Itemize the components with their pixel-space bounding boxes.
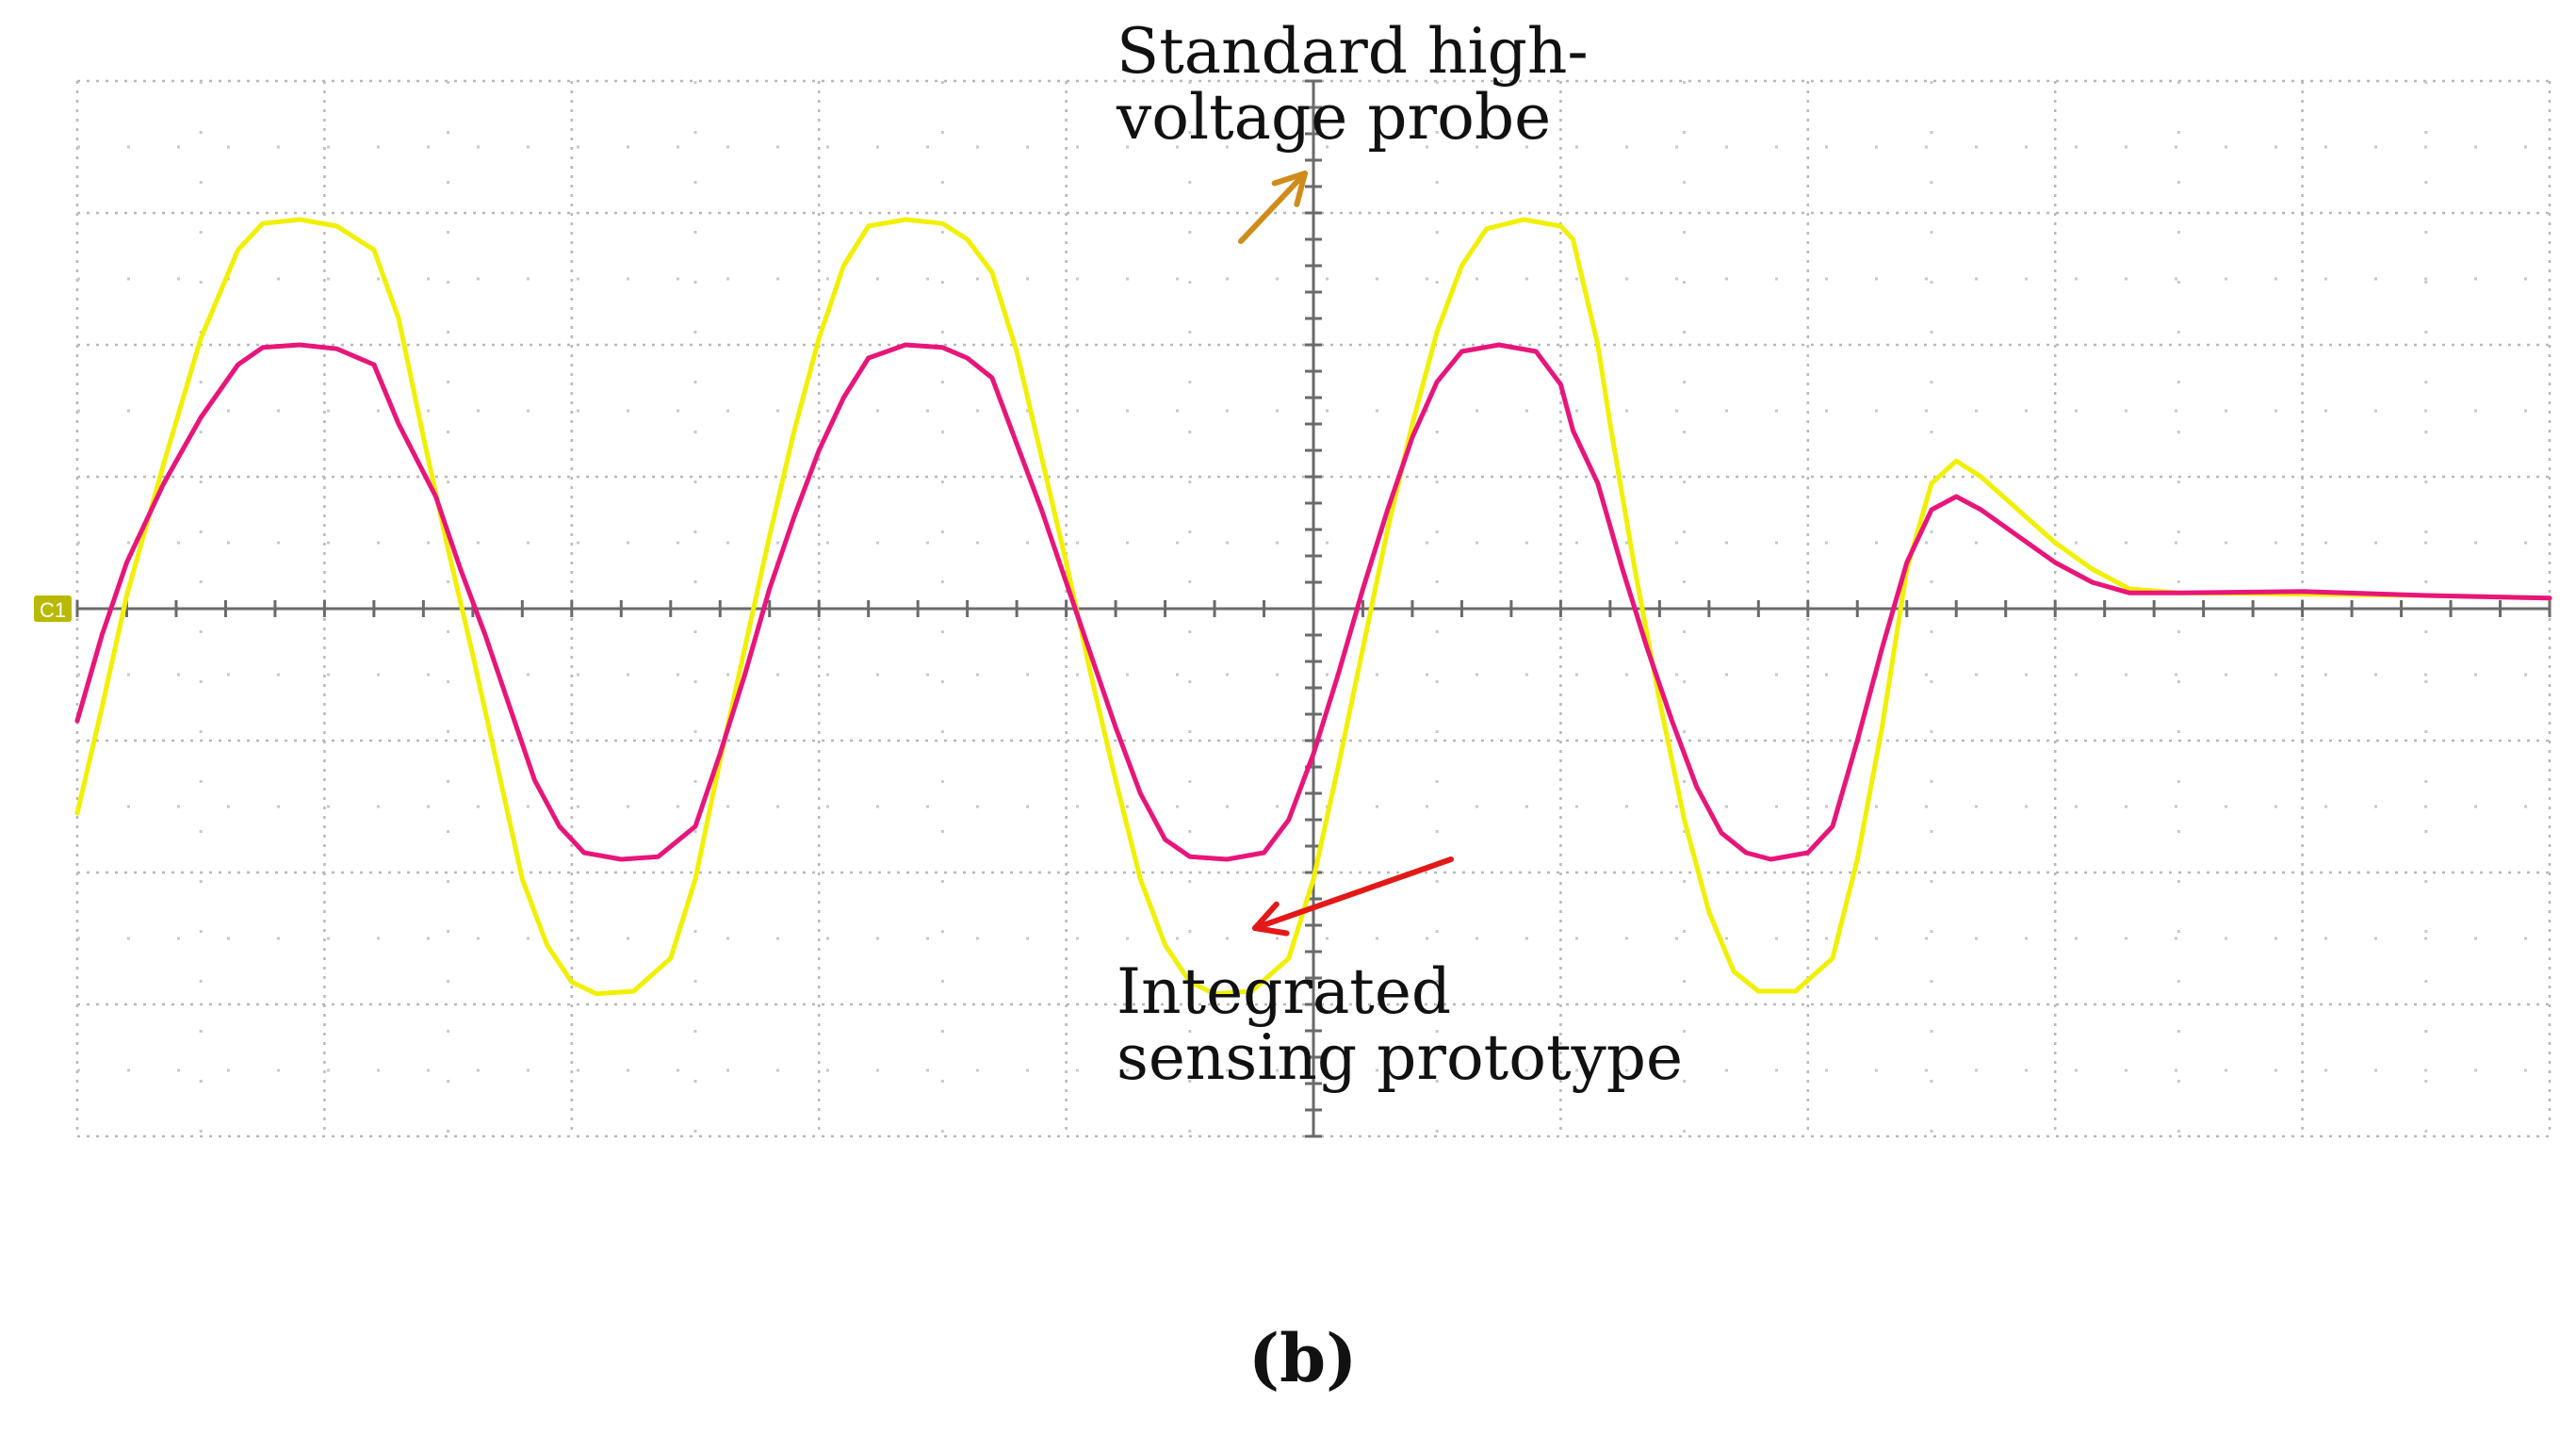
arrow-integrated-prototype-head (1252, 901, 1290, 937)
annotation-standard-probe-text: Standard high- voltage probe (1117, 15, 1589, 154)
arrow-standard-probe-head (1271, 171, 1308, 207)
center-axes (75, 79, 2552, 1138)
panel-label-text: (b) (1248, 1319, 1358, 1397)
annotation-integrated-prototype-text: Integrated sensing prototype (1117, 955, 1684, 1094)
waveforms (74, 217, 2552, 997)
arrow-standard-probe-shaft (1238, 171, 1308, 244)
channel-marker-label: C1 (40, 598, 66, 622)
channel-marker-box (34, 595, 72, 622)
annotation-standard-probe: Standard high- voltage probe (1117, 19, 1589, 151)
series-line-integrated (74, 342, 2552, 862)
panel-label: (b) (1248, 1319, 1357, 1397)
series-line-standard (74, 217, 2552, 997)
arrow-integrated-prototype-shaft (1252, 856, 1454, 931)
annotation-arrows (1238, 171, 1454, 937)
channel-marker-layer: C1 (34, 595, 72, 622)
annotation-integrated-prototype: Integrated sensing prototype (1117, 959, 1683, 1091)
